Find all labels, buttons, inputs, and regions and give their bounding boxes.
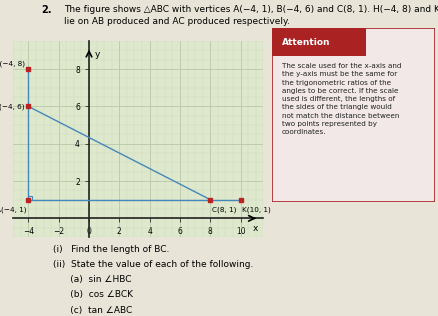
Text: y: y <box>94 51 99 59</box>
Text: A(−4, 1): A(−4, 1) <box>0 206 26 213</box>
Text: H(−4, 8): H(−4, 8) <box>0 61 25 67</box>
Text: (i)   Find the length of BC.: (i) Find the length of BC. <box>53 245 169 254</box>
Text: C(8, 1): C(8, 1) <box>212 206 236 213</box>
FancyBboxPatch shape <box>272 28 366 56</box>
Text: (c)  tan ∠ABC: (c) tan ∠ABC <box>53 306 132 314</box>
Text: (a)  sin ∠HBC: (a) sin ∠HBC <box>53 275 131 284</box>
Text: (b)  cos ∠BCK: (b) cos ∠BCK <box>53 290 132 299</box>
Text: B(−4, 6): B(−4, 6) <box>0 103 25 110</box>
Text: Attention: Attention <box>281 38 330 47</box>
Text: The figure shows △ABC with vertices A(−4, 1), B(−4, 6) and C(8, 1). H(−4, 8) and: The figure shows △ABC with vertices A(−4… <box>64 5 438 14</box>
Text: 2.: 2. <box>42 5 52 15</box>
Text: x: x <box>253 224 258 233</box>
Text: lie on AB produced and AC produced respectively.: lie on AB produced and AC produced respe… <box>64 17 289 26</box>
FancyBboxPatch shape <box>272 28 434 202</box>
Text: (ii)  State the value of each of the following.: (ii) State the value of each of the foll… <box>53 260 252 269</box>
Text: K(10, 1): K(10, 1) <box>242 206 270 213</box>
Text: The scale used for the x-axis and
the y-axis must be the same for
the trigonomet: The scale used for the x-axis and the y-… <box>281 63 400 135</box>
